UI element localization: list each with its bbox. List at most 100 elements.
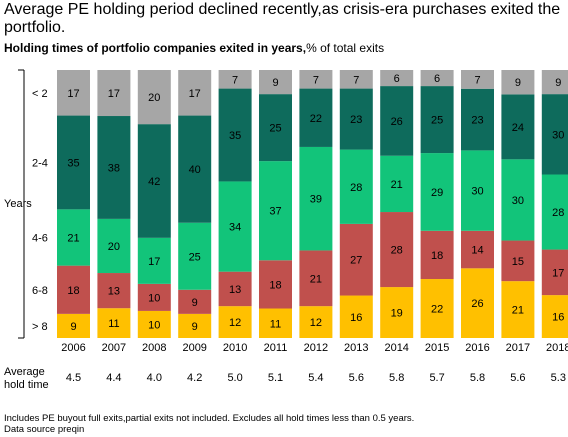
- x-tick-label: 2017: [506, 342, 530, 354]
- bar-segment: [461, 70, 494, 89]
- data-label: 13: [229, 284, 241, 296]
- bar-segment: [178, 289, 212, 314]
- x-tick-label: 2015: [425, 342, 449, 354]
- x-tick-label: 2011: [264, 342, 288, 354]
- data-label: 21: [512, 305, 524, 317]
- avg-hold-time-value: 4.4: [106, 372, 121, 384]
- bar-segment: [339, 149, 373, 224]
- x-tick-label: 2016: [465, 342, 489, 354]
- y-category-label: > 8: [32, 321, 48, 333]
- avg-hold-time-value: 5.1: [268, 372, 283, 384]
- data-label: 39: [310, 194, 322, 206]
- bar-segment: [380, 86, 414, 156]
- data-label: 30: [552, 129, 564, 141]
- bar-segment: [259, 308, 292, 338]
- avg-hold-time-value: 5.8: [470, 372, 485, 384]
- bar-segment: [218, 181, 252, 272]
- bar-segment: [97, 116, 131, 219]
- x-tick-label: 2010: [223, 342, 247, 354]
- data-label: 19: [391, 308, 403, 320]
- data-label: 15: [512, 256, 524, 268]
- bar-segment: [380, 155, 414, 213]
- x-tick-label: 2014: [384, 342, 408, 354]
- footnote-source: Data source preqin: [4, 424, 85, 435]
- avg-hold-time-value: 5.0: [227, 372, 242, 384]
- bar-segment: [380, 212, 414, 288]
- avg-hold-time-value: 4.2: [187, 372, 202, 384]
- data-label: 9: [555, 77, 561, 89]
- bar-segment: [541, 295, 568, 338]
- bar-segment: [461, 268, 494, 338]
- bar-segment: [541, 249, 568, 296]
- data-label: 37: [269, 206, 281, 218]
- subtitle-unit: % of total exits: [306, 41, 385, 55]
- data-label: 17: [552, 267, 564, 279]
- data-label: 7: [313, 74, 319, 86]
- bar-segment: [57, 313, 90, 338]
- data-label: 7: [474, 74, 480, 86]
- data-label: 10: [148, 292, 160, 304]
- avg-hold-time-value: 5.3: [551, 372, 566, 384]
- data-label: 10: [148, 319, 160, 331]
- bar-segment: [501, 70, 535, 95]
- chart-title: Average PE holding period declined recen…: [4, 1, 561, 36]
- data-label: 28: [391, 245, 403, 257]
- x-tick-label: 2009: [182, 342, 206, 354]
- data-label: 18: [67, 285, 79, 297]
- data-label: 9: [272, 77, 278, 89]
- bar-segment: [299, 250, 333, 307]
- bar-segment: [501, 281, 535, 338]
- bar-segment: [218, 306, 252, 338]
- data-label: 42: [148, 176, 160, 188]
- bar-segment: [97, 273, 131, 309]
- data-label: 12: [229, 317, 241, 329]
- bar-segment: [541, 70, 568, 95]
- data-label: 38: [108, 162, 120, 174]
- bar-segment: [299, 146, 333, 251]
- bar-segment: [57, 265, 90, 314]
- bar-segment: [259, 94, 292, 162]
- y-axis-title: Years: [4, 198, 32, 210]
- avg-hold-time-value: 4.0: [147, 372, 162, 384]
- avg-hold-time-value: 5.4: [308, 372, 323, 384]
- data-label: 25: [431, 115, 443, 127]
- bar-segment: [420, 86, 454, 154]
- data-label: 23: [471, 115, 483, 127]
- footnote: Includes PE buyout full exits,partial ex…: [4, 413, 414, 435]
- data-label: 26: [391, 116, 403, 128]
- bar-segment: [178, 115, 212, 223]
- avg-hold-time-label-line1: Average: [4, 366, 45, 378]
- x-tick-label: 2007: [102, 342, 126, 354]
- data-label: 9: [515, 77, 521, 89]
- bar-segment: [259, 260, 292, 309]
- bar-segment: [339, 223, 373, 296]
- bar-segment: [178, 70, 212, 116]
- stacked-bar-chart: Years > 8 6-8 4-6 2-4 < 2 9 18 21 35 17 2006 4.5 11 1…: [4, 69, 568, 391]
- bar-segment: [461, 88, 494, 151]
- data-label: 9: [70, 321, 76, 333]
- bar-segment: [178, 222, 212, 290]
- bar-segment: [218, 271, 252, 307]
- avg-hold-time-value: 5.6: [510, 372, 525, 384]
- data-label: 30: [471, 186, 483, 198]
- bar-segment: [137, 237, 171, 284]
- y-category-label: 6-8: [32, 285, 48, 297]
- data-label: 28: [350, 182, 362, 194]
- data-label: 17: [67, 88, 79, 100]
- avg-hold-time-value: 5.7: [429, 372, 444, 384]
- bar-segment: [501, 94, 535, 160]
- data-label: 7: [353, 74, 359, 86]
- bar-segment: [339, 88, 373, 150]
- bar-segment: [57, 70, 90, 116]
- data-label: 9: [192, 321, 198, 333]
- avg-hold-time-label-line2: hold time: [4, 379, 49, 391]
- data-label: 20: [148, 92, 160, 104]
- data-label: 6: [394, 73, 400, 85]
- bar-segment: [380, 287, 414, 338]
- x-tick-label: 2018: [546, 342, 568, 354]
- bar-segment: [259, 161, 292, 261]
- bar-segment: [97, 218, 131, 274]
- data-label: 22: [431, 304, 443, 316]
- data-label: 23: [350, 114, 362, 126]
- data-label: 11: [108, 318, 119, 330]
